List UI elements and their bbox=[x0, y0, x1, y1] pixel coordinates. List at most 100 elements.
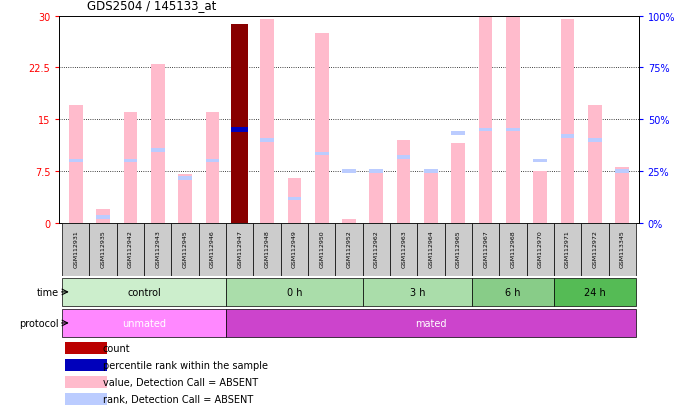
Text: GSM112963: GSM112963 bbox=[401, 230, 406, 267]
Text: GSM112949: GSM112949 bbox=[292, 230, 297, 267]
Text: GSM112971: GSM112971 bbox=[565, 230, 570, 267]
Bar bbox=[62, 223, 89, 277]
Bar bbox=[288, 178, 301, 223]
Bar bbox=[588, 138, 602, 142]
Text: GSM112935: GSM112935 bbox=[101, 230, 105, 267]
Bar bbox=[452, 132, 465, 135]
Text: GSM112948: GSM112948 bbox=[265, 230, 269, 267]
Bar bbox=[232, 128, 248, 133]
Bar bbox=[178, 175, 192, 223]
Text: GSM112931: GSM112931 bbox=[73, 230, 78, 267]
Text: GDS2504 / 145133_at: GDS2504 / 145133_at bbox=[87, 0, 216, 12]
Bar bbox=[526, 223, 554, 277]
Bar bbox=[390, 223, 417, 277]
Bar bbox=[335, 223, 363, 277]
Text: value, Detection Call = ABSENT: value, Detection Call = ABSENT bbox=[103, 377, 258, 387]
Text: GSM112946: GSM112946 bbox=[210, 230, 215, 267]
Bar bbox=[124, 159, 138, 163]
Bar bbox=[479, 17, 493, 223]
Bar bbox=[96, 209, 110, 223]
Bar bbox=[479, 128, 493, 132]
Text: control: control bbox=[127, 287, 161, 297]
Text: GSM112942: GSM112942 bbox=[128, 230, 133, 267]
Bar bbox=[342, 220, 356, 223]
Bar bbox=[172, 223, 199, 277]
Text: 6 h: 6 h bbox=[505, 287, 521, 297]
Bar bbox=[506, 17, 520, 223]
Bar bbox=[253, 223, 281, 277]
Bar bbox=[89, 223, 117, 277]
Text: unmated: unmated bbox=[122, 318, 166, 328]
Text: GSM112943: GSM112943 bbox=[155, 230, 161, 267]
Bar bbox=[417, 223, 445, 277]
Text: GSM112964: GSM112964 bbox=[429, 230, 433, 267]
Bar bbox=[65, 359, 107, 371]
Text: GSM113345: GSM113345 bbox=[620, 230, 625, 267]
Bar bbox=[96, 216, 110, 219]
Bar bbox=[560, 20, 574, 223]
Text: GSM112950: GSM112950 bbox=[319, 230, 324, 267]
Bar bbox=[117, 223, 144, 277]
Bar bbox=[554, 223, 581, 277]
Bar bbox=[445, 223, 472, 277]
Bar bbox=[342, 169, 356, 173]
Bar bbox=[315, 34, 329, 223]
Text: 0 h: 0 h bbox=[287, 287, 302, 297]
Bar bbox=[205, 159, 219, 163]
Bar bbox=[308, 223, 335, 277]
Bar bbox=[472, 223, 499, 277]
Bar bbox=[144, 223, 172, 277]
Text: protocol: protocol bbox=[19, 318, 59, 328]
Bar bbox=[69, 159, 82, 163]
Text: GSM112947: GSM112947 bbox=[237, 230, 242, 267]
Bar bbox=[151, 65, 165, 223]
Text: count: count bbox=[103, 343, 131, 353]
Bar bbox=[424, 171, 438, 223]
Text: GSM112968: GSM112968 bbox=[510, 230, 515, 267]
Bar bbox=[199, 223, 226, 277]
Bar bbox=[232, 25, 248, 223]
Text: GSM112952: GSM112952 bbox=[346, 230, 352, 267]
Bar bbox=[260, 138, 274, 142]
Text: GSM112972: GSM112972 bbox=[593, 230, 597, 267]
Bar bbox=[560, 135, 574, 139]
Bar bbox=[609, 223, 636, 277]
Bar bbox=[178, 176, 192, 180]
Bar bbox=[205, 113, 219, 223]
Bar bbox=[588, 106, 602, 223]
Bar bbox=[315, 152, 329, 156]
Bar bbox=[288, 197, 301, 201]
Text: rank, Detection Call = ABSENT: rank, Detection Call = ABSENT bbox=[103, 394, 253, 404]
Bar bbox=[554, 278, 636, 306]
Bar bbox=[62, 309, 226, 337]
Text: mated: mated bbox=[415, 318, 447, 328]
Bar bbox=[62, 278, 226, 306]
Text: GSM112965: GSM112965 bbox=[456, 230, 461, 267]
Bar bbox=[533, 171, 547, 223]
Bar bbox=[281, 223, 308, 277]
Text: 3 h: 3 h bbox=[410, 287, 425, 297]
Bar bbox=[499, 223, 526, 277]
Text: time: time bbox=[37, 287, 59, 297]
Bar bbox=[363, 278, 472, 306]
Bar bbox=[226, 278, 363, 306]
Text: 24 h: 24 h bbox=[584, 287, 606, 297]
Text: GSM112967: GSM112967 bbox=[483, 230, 488, 267]
Bar bbox=[65, 342, 107, 354]
Bar bbox=[452, 144, 465, 223]
Bar bbox=[397, 156, 410, 159]
Bar bbox=[616, 168, 629, 223]
Bar bbox=[226, 309, 636, 337]
Bar bbox=[506, 128, 520, 132]
Bar bbox=[369, 171, 383, 223]
Bar bbox=[424, 169, 438, 173]
Bar bbox=[397, 140, 410, 223]
Bar bbox=[151, 149, 165, 153]
Bar bbox=[124, 113, 138, 223]
Bar bbox=[65, 376, 107, 388]
Bar bbox=[69, 106, 82, 223]
Bar bbox=[472, 278, 554, 306]
Bar bbox=[363, 223, 390, 277]
Bar bbox=[65, 393, 107, 406]
Text: percentile rank within the sample: percentile rank within the sample bbox=[103, 360, 268, 370]
